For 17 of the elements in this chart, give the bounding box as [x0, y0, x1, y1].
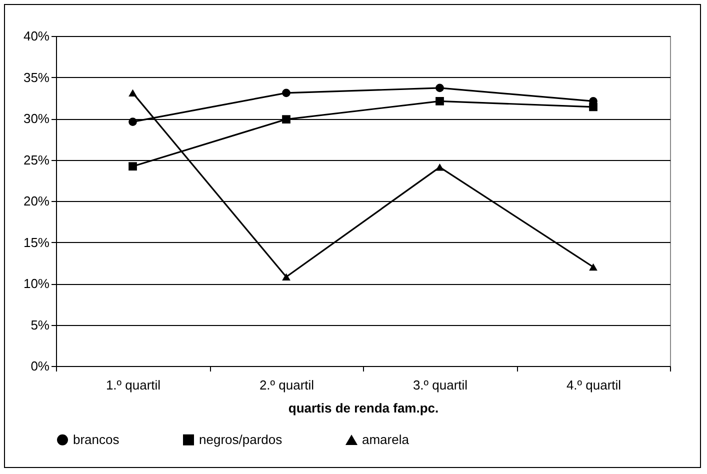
- y-tick-label: 30%: [23, 111, 50, 126]
- y-tick-label: 40%: [23, 28, 50, 44]
- y-tick-label: 25%: [23, 152, 50, 168]
- legend-label: amarela: [362, 432, 410, 448]
- x-tick-label: 3.º quartil: [412, 378, 468, 392]
- y-tick-label: 15%: [23, 234, 50, 250]
- y-tick-label: 20%: [23, 194, 50, 208]
- legend-label: negros/pardos: [199, 432, 283, 447]
- y-tick-label: 10%: [23, 276, 50, 291]
- y-tick-label: 5%: [30, 317, 50, 332]
- y-tick-label: 35%: [23, 70, 50, 85]
- y-tick-label: 0%: [30, 358, 50, 374]
- x-tick-label: 4.º quartil: [566, 378, 622, 392]
- x-tick-label: 2.º quartil: [259, 378, 314, 392]
- x-tick-label: 1.º quartil: [106, 378, 161, 392]
- x-axis-title: quartis de renda fam.pc.: [288, 400, 439, 416]
- legend-label: brancos: [73, 432, 120, 447]
